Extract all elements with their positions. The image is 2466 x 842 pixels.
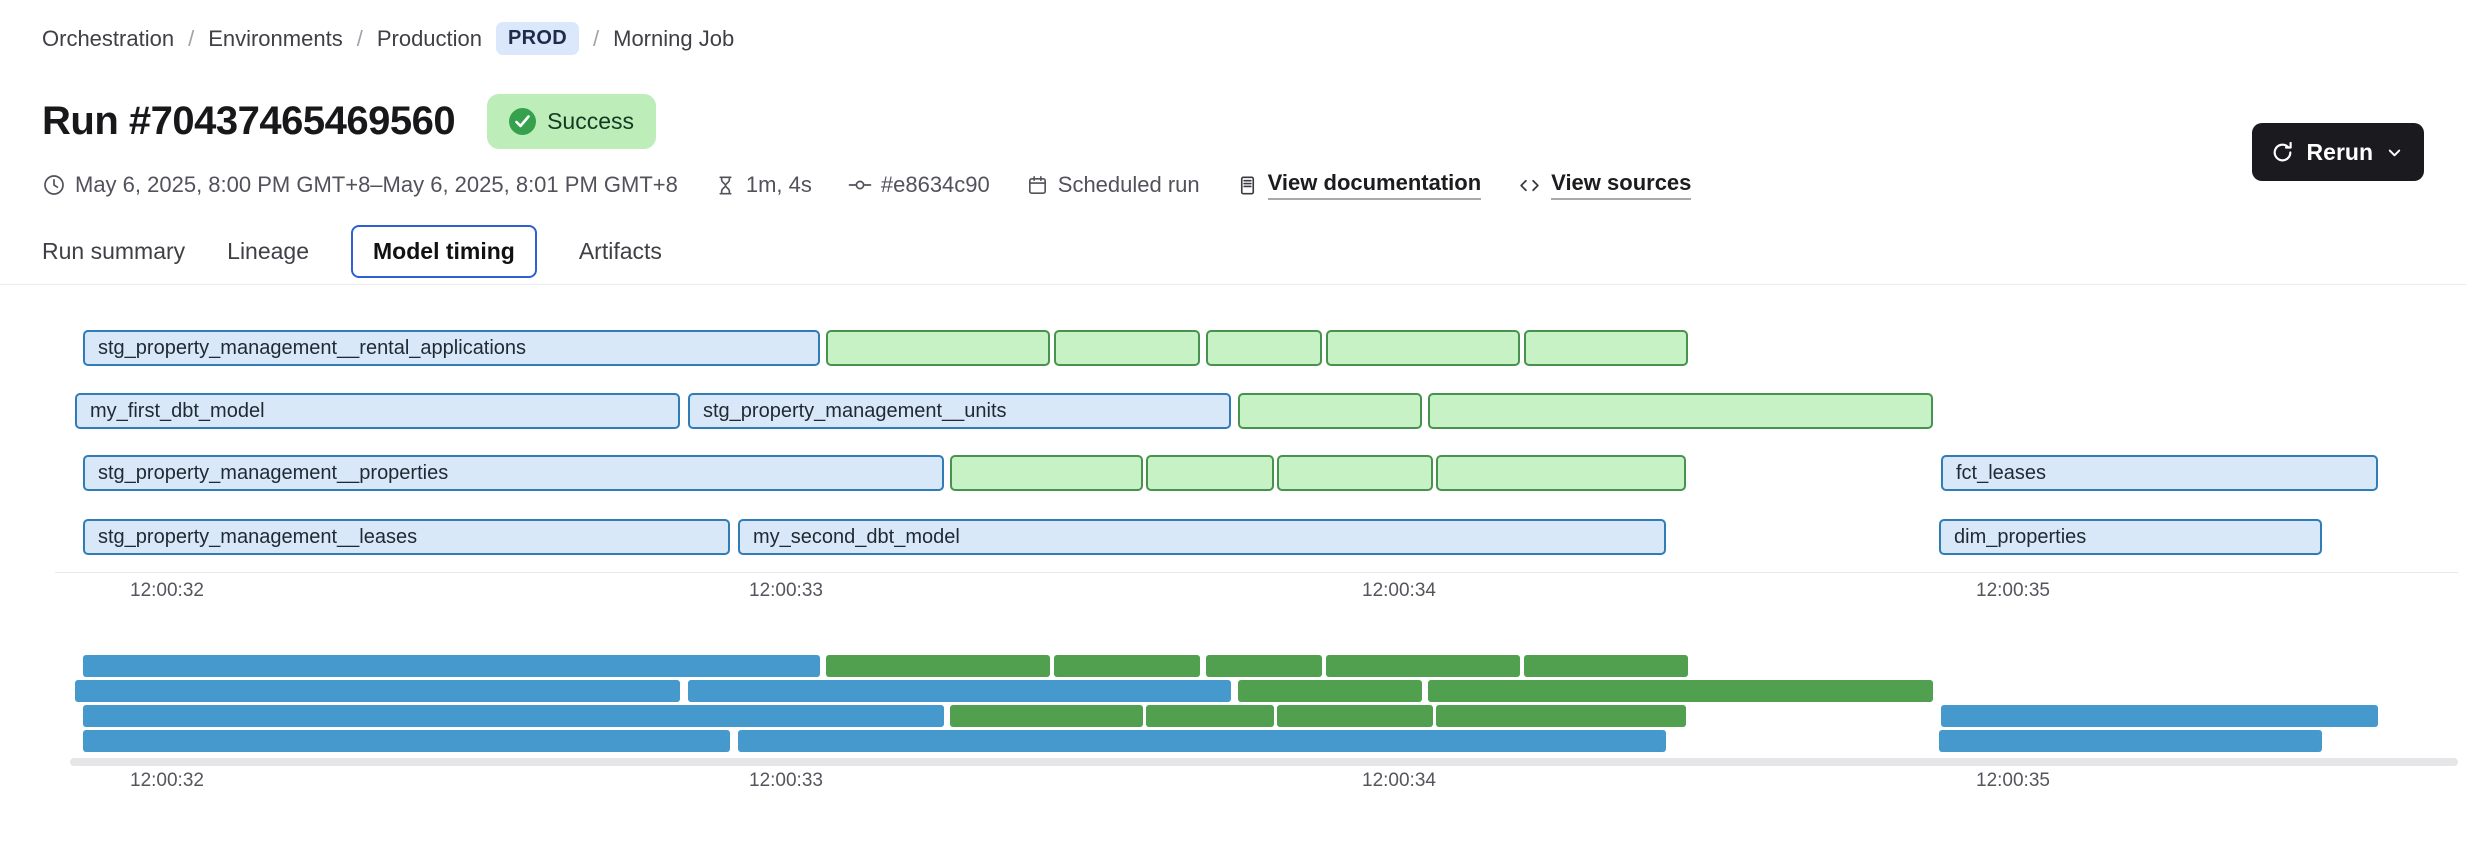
minimap-bar-model bbox=[1941, 705, 2378, 727]
chart-axis-divider bbox=[55, 572, 2458, 573]
commit-icon bbox=[848, 180, 872, 190]
tab-artifacts[interactable]: Artifacts bbox=[578, 237, 662, 264]
minimap-bar-model bbox=[83, 705, 944, 727]
gantt-bar-label: stg_property_management__leases bbox=[98, 526, 418, 548]
gantt-bar-label: stg_property_management__properties bbox=[98, 462, 449, 484]
view-sources[interactable]: View sources bbox=[1517, 170, 1692, 200]
rerun-button-label: Rerun bbox=[2306, 138, 2373, 165]
minimap-bar-test bbox=[1054, 655, 1200, 677]
breadcrumb-separator: / bbox=[593, 25, 600, 51]
minimap-bar-test bbox=[1436, 705, 1686, 727]
breadcrumb-orchestration[interactable]: Orchestration bbox=[42, 25, 175, 51]
run-meta-row: May 6, 2025, 8:00 PM GMT+8–May 6, 2025, … bbox=[42, 170, 1692, 200]
minimap-bar-test bbox=[1524, 655, 1688, 677]
axis-tick-label: 12:00:35 bbox=[1976, 770, 2050, 791]
gantt-bar-label: my_first_dbt_model bbox=[90, 400, 265, 422]
axis-tick-label: 12:00:33 bbox=[749, 580, 823, 601]
view-documentation-link[interactable]: View documentation bbox=[1267, 170, 1482, 200]
gantt-bar-test[interactable] bbox=[1054, 330, 1200, 366]
gantt-bar-model[interactable]: stg_property_management__units bbox=[688, 393, 1231, 429]
axis-tick-label: 12:00:32 bbox=[130, 580, 204, 601]
gantt-bar-label: fct_leases bbox=[1956, 462, 2047, 484]
gantt-bar-label: stg_property_management__units bbox=[703, 400, 1007, 422]
breadcrumb: Orchestration / Environments / Productio… bbox=[42, 22, 734, 55]
gantt-bar-model[interactable]: fct_leases bbox=[1941, 455, 2378, 491]
rerun-button[interactable]: Rerun bbox=[2251, 123, 2424, 181]
tab-run-summary[interactable]: Run summary bbox=[42, 237, 186, 264]
minimap-bar-model bbox=[1939, 730, 2322, 752]
model-timing-chart: stg_property_management__rental_applicat… bbox=[0, 300, 2466, 620]
hourglass-icon bbox=[719, 176, 732, 194]
gantt-bar-model[interactable]: stg_property_management__leases bbox=[83, 519, 730, 555]
tab-model-timing[interactable]: Model timing bbox=[351, 224, 537, 278]
refresh-icon bbox=[2270, 140, 2295, 165]
timing-minimap: 12:00:32 12:00:33 12:00:34 12:00:35 bbox=[0, 648, 2466, 818]
gantt-bar-model[interactable]: my_first_dbt_model bbox=[75, 393, 680, 429]
page-title: Run #70437465469560 bbox=[42, 99, 456, 143]
clock-icon bbox=[44, 175, 64, 195]
minimap-scrollbar[interactable] bbox=[70, 758, 2458, 766]
breadcrumb-morning-job[interactable]: Morning Job bbox=[613, 25, 735, 51]
status-badge: Success bbox=[487, 94, 656, 149]
gantt-bar-test[interactable] bbox=[950, 455, 1143, 491]
view-documentation[interactable]: View documentation bbox=[1236, 170, 1482, 200]
tab-lineage[interactable]: Lineage bbox=[227, 237, 310, 264]
minimap-bar-model bbox=[83, 655, 820, 677]
status-badge-label: Success bbox=[547, 108, 634, 134]
tab-bar-divider bbox=[0, 284, 2466, 285]
commit-hash: #e8634c90 bbox=[848, 172, 990, 198]
gantt-bar-model[interactable]: dim_properties bbox=[1939, 519, 2322, 555]
breadcrumb-production[interactable]: Production bbox=[376, 25, 483, 51]
minimap-bar-test bbox=[826, 655, 1050, 677]
axis-tick-label: 12:00:34 bbox=[1362, 770, 1436, 791]
minimap-bar-test bbox=[1206, 655, 1322, 677]
minimap-bar-model bbox=[688, 680, 1231, 702]
minimap-bar-test bbox=[1238, 680, 1422, 702]
view-sources-link[interactable]: View sources bbox=[1551, 170, 1692, 200]
gantt-bar-model[interactable]: stg_property_management__properties bbox=[83, 455, 944, 491]
minimap-bar-model bbox=[75, 680, 680, 702]
gantt-bar-label: my_second_dbt_model bbox=[753, 526, 960, 548]
axis-tick-label: 12:00:35 bbox=[1976, 580, 2050, 601]
minimap-bar-test bbox=[1326, 655, 1520, 677]
gantt-bar-model[interactable]: stg_property_management__rental_applicat… bbox=[83, 330, 820, 366]
minimap-bar-test bbox=[1428, 680, 1933, 702]
gantt-bar-test[interactable] bbox=[1238, 393, 1422, 429]
gantt-bar-label: dim_properties bbox=[1954, 526, 2087, 548]
gantt-bar-test[interactable] bbox=[1436, 455, 1686, 491]
minimap-bar-test bbox=[950, 705, 1143, 727]
title-row: Run #70437465469560 Success bbox=[42, 94, 656, 149]
axis-tick-label: 12:00:34 bbox=[1362, 580, 1436, 601]
run-trigger: Scheduled run bbox=[1026, 172, 1200, 198]
run-duration: 1m, 4s bbox=[714, 172, 812, 198]
gantt-bar-test[interactable] bbox=[1146, 455, 1274, 491]
minimap-bar-model bbox=[83, 730, 730, 752]
breadcrumb-separator: / bbox=[188, 25, 195, 51]
run-time-range: May 6, 2025, 8:00 PM GMT+8–May 6, 2025, … bbox=[42, 172, 678, 198]
gantt-bar-test[interactable] bbox=[1206, 330, 1322, 366]
breadcrumb-separator: / bbox=[356, 25, 363, 51]
gantt-bar-test[interactable] bbox=[1428, 393, 1933, 429]
code-icon bbox=[1520, 179, 1539, 191]
calendar-icon bbox=[1028, 175, 1046, 194]
document-icon bbox=[1240, 176, 1254, 194]
axis-tick-label: 12:00:32 bbox=[130, 770, 204, 791]
gantt-bar-test[interactable] bbox=[1524, 330, 1688, 366]
check-circle-icon bbox=[509, 108, 537, 135]
minimap-bar-test bbox=[1277, 705, 1433, 727]
gantt-bar-label: stg_property_management__rental_applicat… bbox=[98, 337, 527, 359]
gantt-bar-test[interactable] bbox=[1277, 455, 1433, 491]
gantt-bar-model[interactable]: my_second_dbt_model bbox=[738, 519, 1666, 555]
gantt-bar-test[interactable] bbox=[826, 330, 1050, 366]
minimap-bar-model bbox=[738, 730, 1666, 752]
environment-badge: PROD bbox=[496, 22, 579, 55]
breadcrumb-environments[interactable]: Environments bbox=[208, 25, 343, 51]
tab-bar: Run summary Lineage Model timing Artifac… bbox=[42, 222, 662, 280]
minimap-bar-test bbox=[1146, 705, 1274, 727]
gantt-bar-test[interactable] bbox=[1326, 330, 1520, 366]
chevron-down-icon[interactable] bbox=[2385, 143, 2404, 162]
axis-tick-label: 12:00:33 bbox=[749, 770, 823, 791]
